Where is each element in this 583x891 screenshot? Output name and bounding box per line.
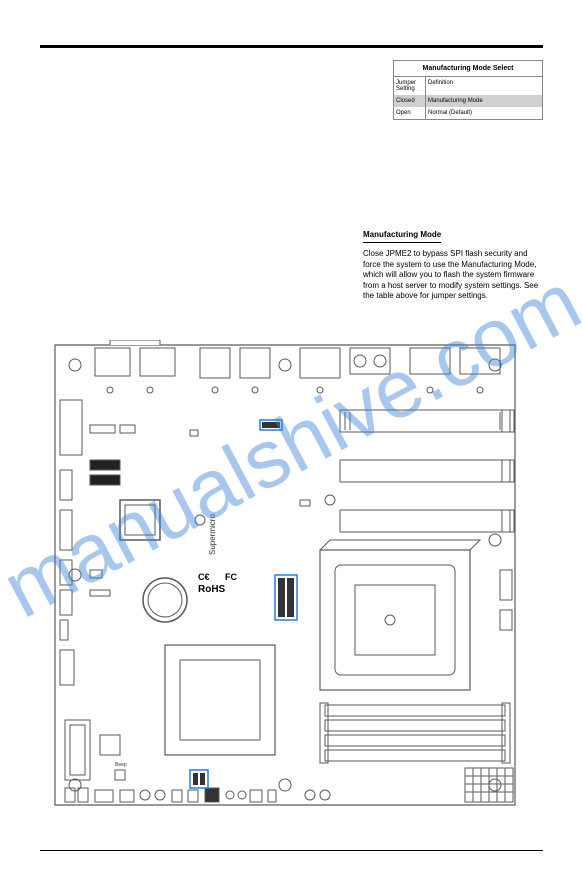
logo-text: Supermicro <box>208 514 217 555</box>
rohs-logo: RoHS <box>198 584 226 595</box>
fc-logo: FC <box>225 572 237 582</box>
table-row: Jumper Setting Definition <box>394 77 542 95</box>
table-cell: Definition <box>426 77 542 95</box>
section-body: Close JPME2 to bypass SPI flash security… <box>363 249 543 301</box>
table-cell: Closed <box>394 95 426 107</box>
section-heading: Manufacturing Mode <box>363 230 441 243</box>
header-rule <box>40 45 543 48</box>
table-cell: Normal (Default) <box>426 107 542 119</box>
table-cell: Open <box>394 107 426 119</box>
jumper-settings-table: Manufacturing Mode Select Jumper Setting… <box>393 60 543 120</box>
table-row: Open Normal (Default) <box>394 107 542 119</box>
table-cell: Manufacturing Mode <box>426 95 542 107</box>
section-text: Manufacturing Mode Close JPME2 to bypass… <box>363 230 543 301</box>
svg-text:Beep: Beep <box>115 762 127 768</box>
footer-rule <box>40 850 543 851</box>
table-cell: Jumper Setting <box>394 77 426 95</box>
table-row: Closed Manufacturing Mode <box>394 95 542 107</box>
motherboard-diagram: Supermicro RoHS C€ FC <box>50 340 520 810</box>
ce-logo: C€ <box>198 572 210 582</box>
table-title: Manufacturing Mode Select <box>394 61 542 77</box>
